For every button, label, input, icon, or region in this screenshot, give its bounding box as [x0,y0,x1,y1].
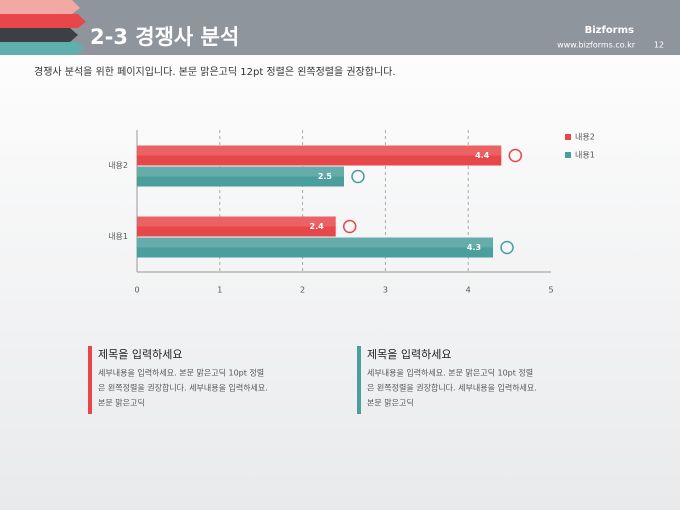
value-label: 4.3 [467,243,481,252]
bar [137,216,336,237]
legend-label: 내용1 [575,151,595,160]
deco-arrow [0,42,84,55]
box-accent [357,346,361,414]
x-tick-label: 1 [217,286,222,295]
brand: Bizforms [585,25,634,36]
y-tick-label: 내용1 [108,232,128,241]
bar-shine [137,166,344,177]
bar-icon [342,219,357,234]
y-tick-label: 내용2 [108,161,128,170]
bar-shine [137,145,502,156]
bar [137,237,494,258]
box-text: 본문 맑은고딕 [98,398,145,408]
box-text: 은 왼쪽정렬을 권장합니다. 세부내용을 입력하세요. [98,383,268,393]
box-title: 제목을 입력하세요 [98,347,182,361]
box-text: 세부내용을 입력하세요. 본문 맑은고딕 10pt 정렬 [98,368,264,378]
x-tick-label: 0 [134,286,139,295]
bar-shine [137,216,336,227]
value-label: 2.5 [318,172,333,181]
page-title: 2-3 경쟁사 분석 [90,25,239,49]
description: 경쟁사 분석을 위한 페이지입니다. 본문 맑은고딕 12pt 정렬은 왼쪽정렬… [34,65,396,78]
header-band [0,0,680,55]
value-label: 2.4 [310,222,325,231]
x-tick-label: 4 [466,286,471,295]
value-label: 4.4 [475,151,490,160]
chart: 0 1 2 3 4 5 내용1 2.4 4.3 내용2 4.4 2.5 내용2 내용1 [108,130,595,295]
deco-arrow [0,14,86,28]
x-tick-label: 5 [548,286,553,295]
box-text: 은 왼쪽정렬을 권장합니다. 세부내용을 입력하세요. [367,383,537,393]
deco-arrow [0,28,78,42]
brand-url: www.bizforms.co.kr [557,41,636,50]
bar [137,166,344,187]
bar-shine [137,237,494,248]
box-text: 본문 맑은고딕 [367,398,414,408]
box-text: 세부내용을 입력하세요. 본문 맑은고딕 10pt 정렬 [367,368,533,378]
bar [137,145,502,166]
x-tick-label: 3 [383,286,388,295]
bar-icon [351,169,365,184]
page-number: 12 [654,41,664,50]
bar-icon [500,240,514,255]
box-accent [88,346,92,414]
legend-swatch [565,152,571,158]
legend-swatch [565,134,571,140]
box-title: 제목을 입력하세요 [367,347,451,361]
legend-label: 내용2 [575,133,595,142]
deco-arrow [0,0,80,14]
bar-icon [508,148,523,163]
x-tick-label: 2 [300,286,305,295]
